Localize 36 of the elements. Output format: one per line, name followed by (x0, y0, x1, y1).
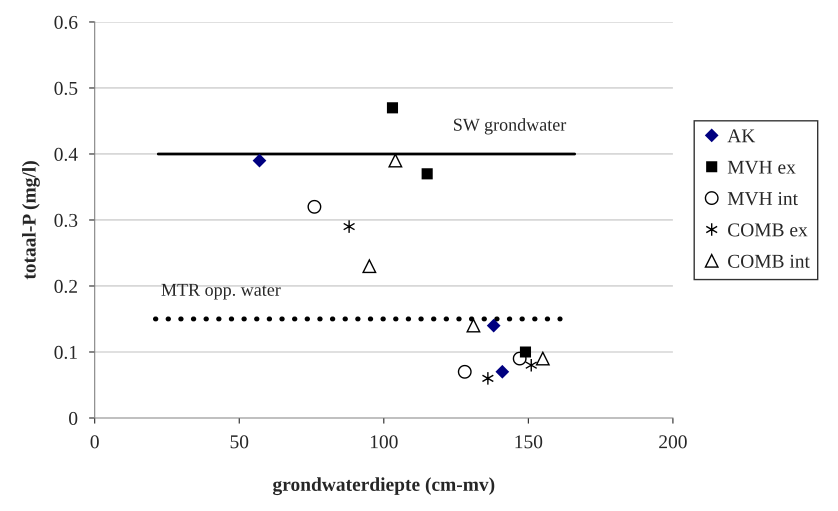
y-tick-label: 0 (69, 412, 78, 425)
point (422, 168, 433, 180)
legend-label: AK (727, 129, 756, 142)
y-tick-label: 0.2 (54, 280, 77, 294)
point (536, 352, 550, 366)
x-axis-title: grondwaterdiepte (cm-mv) (272, 477, 494, 496)
x-tick-label: 50 (230, 435, 248, 448)
point (343, 220, 356, 234)
y-tick-label: 0.6 (54, 16, 78, 29)
x-tick-label: 100 (370, 435, 398, 448)
legend-label: MVH ex (728, 160, 796, 174)
series-label: MTR opp. water (161, 284, 281, 300)
point (466, 318, 480, 333)
x-tick-label: 200 (659, 435, 687, 448)
x-tick-label: 150 (515, 435, 542, 448)
point (362, 259, 376, 274)
point (252, 154, 266, 168)
y-tick-label: 0.1 (54, 346, 77, 360)
point (386, 102, 398, 114)
y-axis-title: totaal-P (mg/l) (22, 161, 40, 280)
point (496, 365, 509, 378)
point (482, 371, 494, 386)
x-tick-label: 0 (90, 435, 99, 448)
legend-label: MVH int (728, 192, 798, 206)
point (525, 358, 538, 372)
legend-label: COMB ex (728, 223, 808, 236)
point (458, 364, 472, 379)
y-tick-label: 0.5 (54, 82, 78, 95)
legend-label: COMB int (728, 254, 810, 268)
y-tick-label: 0.4 (54, 148, 78, 162)
series-label: SW grondwater (454, 118, 566, 135)
point (487, 319, 500, 332)
point (307, 200, 322, 214)
point (388, 154, 402, 168)
y-tick-label: 0.3 (54, 214, 78, 228)
point (512, 352, 527, 366)
